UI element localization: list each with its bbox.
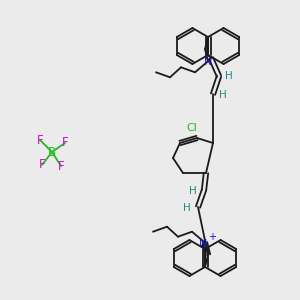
Text: H: H — [189, 186, 197, 196]
Text: N: N — [199, 239, 207, 249]
Text: Cl: Cl — [187, 123, 197, 133]
Text: H: H — [219, 90, 227, 100]
Text: +: + — [208, 232, 216, 242]
Text: B: B — [48, 146, 56, 158]
Text: F: F — [62, 136, 68, 149]
Text: F: F — [37, 134, 43, 146]
Text: F: F — [58, 160, 64, 172]
Text: H: H — [225, 71, 233, 81]
Text: N: N — [204, 57, 212, 67]
Text: H: H — [183, 203, 191, 213]
Text: F: F — [39, 158, 45, 172]
